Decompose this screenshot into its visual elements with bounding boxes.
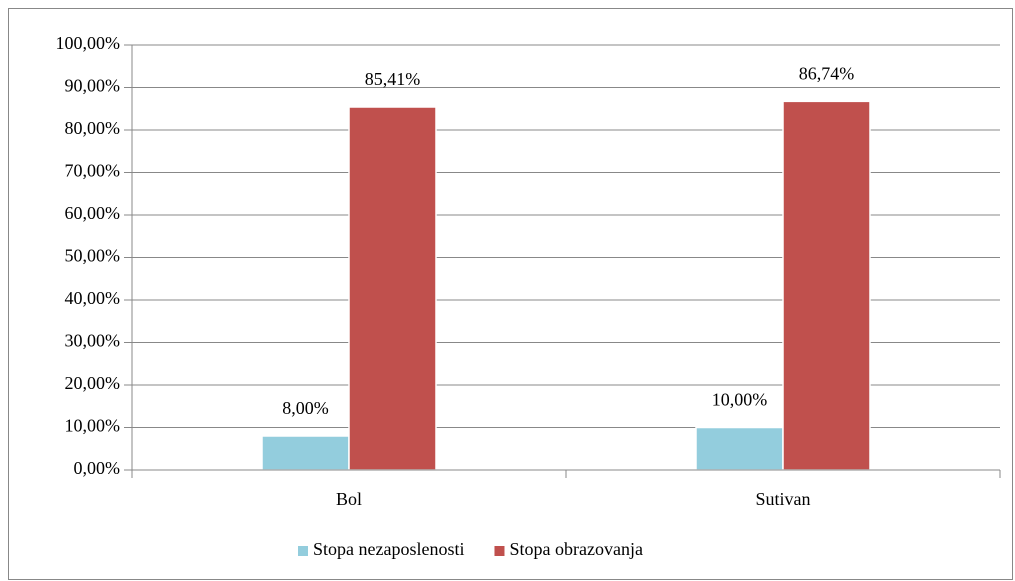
y-tick-label: 10,00%	[65, 416, 121, 436]
y-tick-label: 40,00%	[65, 288, 121, 308]
y-tick-label: 60,00%	[65, 203, 121, 223]
x-tick-label: Bol	[336, 489, 362, 509]
y-tick-label: 80,00%	[65, 118, 121, 138]
y-tick-label: 90,00%	[65, 76, 121, 96]
legend-swatch	[298, 546, 308, 556]
data-label: 86,74%	[799, 63, 855, 83]
legend-swatch	[494, 546, 505, 556]
bar	[348, 106, 437, 471]
bar	[782, 100, 871, 471]
y-tick-label: 20,00%	[65, 373, 121, 393]
data-label: 85,41%	[365, 69, 421, 89]
legend-label: Stopa nezaposlenosti	[313, 539, 464, 559]
y-tick-label: 0,00%	[74, 458, 121, 478]
legend-label: Stopa obrazovanja	[509, 539, 642, 559]
y-tick-label: 70,00%	[65, 161, 121, 181]
data-label: 10,00%	[712, 390, 768, 410]
data-label: 8,00%	[282, 398, 329, 418]
y-tick-label: 100,00%	[56, 33, 121, 53]
bar	[695, 426, 784, 471]
bar	[261, 435, 350, 471]
y-tick-label: 50,00%	[65, 246, 121, 266]
y-tick-label: 30,00%	[65, 331, 121, 351]
x-tick-label: Sutivan	[755, 489, 810, 509]
